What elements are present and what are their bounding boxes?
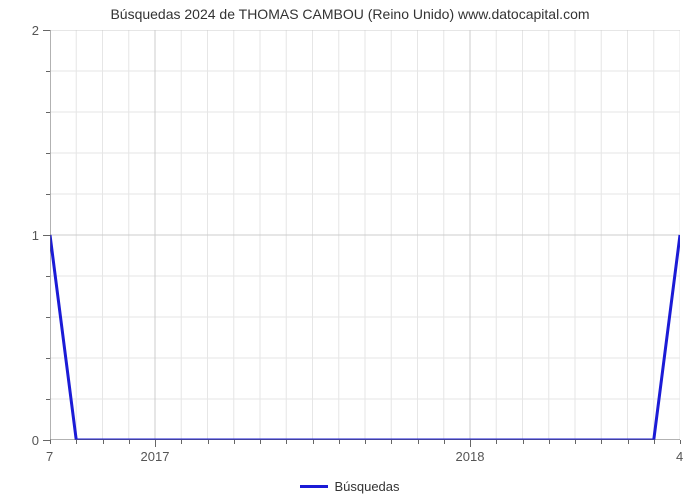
x-tick bbox=[523, 440, 524, 444]
y-tick bbox=[46, 112, 50, 113]
y-tick bbox=[43, 30, 50, 31]
plot-area bbox=[50, 30, 680, 440]
y-tick bbox=[46, 317, 50, 318]
x-tick bbox=[654, 440, 655, 444]
y-tick bbox=[46, 194, 50, 195]
y-tick bbox=[46, 153, 50, 154]
x-tick bbox=[601, 440, 602, 444]
x-tick bbox=[129, 440, 130, 444]
y-tick-label: 0 bbox=[32, 433, 39, 448]
x-tick bbox=[365, 440, 366, 444]
y-tick-label: 1 bbox=[32, 228, 39, 243]
x-tick bbox=[496, 440, 497, 444]
x-tick bbox=[391, 440, 392, 444]
x-tick bbox=[444, 440, 445, 444]
x-tick bbox=[155, 440, 156, 447]
y-tick bbox=[43, 440, 50, 441]
x-tick bbox=[549, 440, 550, 444]
x-tick bbox=[76, 440, 77, 444]
chart-container: Búsquedas 2024 de THOMAS CAMBOU (Reino U… bbox=[0, 0, 700, 500]
x-tick bbox=[680, 440, 681, 444]
x-tick bbox=[50, 440, 51, 444]
y-tick bbox=[43, 235, 50, 236]
x-tick bbox=[313, 440, 314, 444]
y-tick-label: 2 bbox=[32, 23, 39, 38]
x-tick-label: 2017 bbox=[135, 449, 175, 464]
y-tick bbox=[46, 276, 50, 277]
y-tick bbox=[46, 358, 50, 359]
x-tick bbox=[628, 440, 629, 444]
chart-title: Búsquedas 2024 de THOMAS CAMBOU (Reino U… bbox=[0, 6, 700, 22]
corner-label-bottom-right: 4 bbox=[676, 449, 683, 464]
x-tick bbox=[575, 440, 576, 444]
legend-swatch bbox=[300, 485, 328, 488]
x-tick bbox=[208, 440, 209, 444]
x-tick bbox=[286, 440, 287, 444]
x-tick bbox=[418, 440, 419, 444]
corner-label-bottom-left: 7 bbox=[46, 449, 53, 464]
x-tick bbox=[260, 440, 261, 444]
legend: Búsquedas bbox=[0, 478, 700, 494]
x-tick bbox=[181, 440, 182, 444]
legend-label: Búsquedas bbox=[334, 479, 399, 494]
y-tick bbox=[46, 399, 50, 400]
y-tick bbox=[46, 71, 50, 72]
x-tick bbox=[339, 440, 340, 444]
x-tick bbox=[470, 440, 471, 447]
x-tick-label: 2018 bbox=[450, 449, 490, 464]
x-tick bbox=[103, 440, 104, 444]
x-tick bbox=[234, 440, 235, 444]
